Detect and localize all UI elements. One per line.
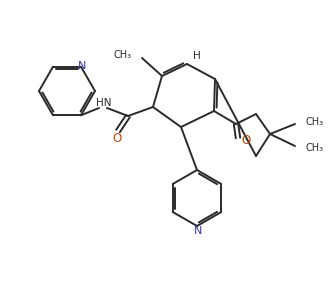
Text: O: O — [112, 132, 122, 144]
Text: N: N — [194, 226, 202, 236]
Text: CH₃: CH₃ — [305, 143, 323, 153]
Text: CH₃: CH₃ — [305, 117, 323, 127]
Text: O: O — [241, 134, 251, 146]
Text: HN: HN — [96, 98, 112, 108]
Text: H: H — [193, 51, 201, 61]
Text: CH₃: CH₃ — [114, 50, 132, 60]
Text: N: N — [78, 61, 86, 71]
